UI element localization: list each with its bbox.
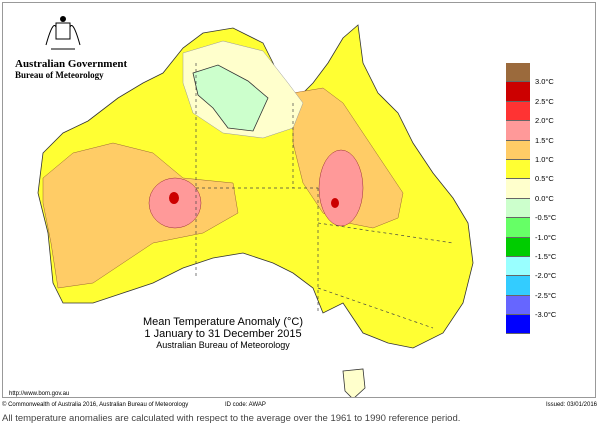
state-borders	[195, 63, 454, 329]
legend-label: -2.5°C	[535, 290, 557, 300]
reference-note: All temperature anomalies are calculated…	[2, 413, 461, 424]
legend-label: 2.5°C	[535, 96, 554, 106]
legend-label: -1.0°C	[535, 232, 557, 242]
legend-label: 1.0°C	[535, 155, 554, 164]
legend-swatch	[506, 63, 530, 83]
legend-swatch	[506, 315, 530, 335]
anomaly-region-qld-red	[331, 198, 339, 208]
map-period: 1 January to 31 December 2015	[144, 328, 302, 340]
legend-label: 2.0°C	[535, 116, 554, 126]
legend-swatch	[506, 295, 530, 316]
issued-date: Issued: 03/01/2016	[545, 402, 597, 408]
legend-label: 0.5°C	[535, 174, 554, 184]
legend-label: -2.0°C	[535, 271, 557, 281]
legend-label: -1.5°C	[535, 252, 557, 261]
bureau-name: Bureau of Meteorology	[15, 70, 104, 80]
legend-swatch	[506, 198, 530, 219]
map-source: Australian Bureau of Meteorology	[156, 340, 290, 350]
color-legend	[506, 63, 530, 335]
legend-label: 0.0°C	[535, 193, 554, 203]
legend-label: 3.0°C	[535, 77, 554, 87]
legend-swatch	[506, 237, 530, 257]
legend-label: -0.5°C	[535, 213, 557, 223]
coat-of-arms-logo	[45, 16, 81, 50]
copyright-text: © Commonwealth of Australia 2016, Austra…	[2, 402, 189, 408]
org-name: Australian Government	[15, 58, 128, 70]
government-logo-text: Australian Government Bureau of Meteorolo…	[15, 58, 127, 80]
legend-swatch	[506, 82, 530, 102]
legend-swatch	[506, 101, 530, 122]
anomaly-region-qld-pink	[318, 149, 364, 227]
anomaly-region-wa-orange	[42, 142, 239, 289]
australia-land	[37, 24, 474, 349]
map-frame: Australian Government Bureau of Meteorolo…	[2, 2, 596, 398]
bom-url-link[interactable]: http://www.bom.gov.au	[9, 391, 70, 397]
anomaly-region-wa-red	[169, 192, 179, 204]
anomaly-region-north-green	[192, 64, 269, 132]
legend-swatch	[506, 159, 530, 180]
map-title: Mean Temperature Anomaly (°C)	[142, 316, 304, 328]
legend-swatch	[506, 179, 530, 199]
legend-swatch	[506, 218, 530, 238]
legend-swatch	[506, 256, 530, 277]
legend-swatch	[506, 276, 530, 296]
tasmania	[342, 368, 366, 397]
legend-label: -3.0°C	[535, 310, 557, 320]
legend-swatch	[506, 140, 530, 160]
australia-map	[37, 24, 474, 397]
map-title-block: Mean Temperature Anomaly (°C) 1 January …	[113, 316, 333, 350]
legend-swatch	[506, 121, 530, 141]
legend-label: 1.5°C	[535, 135, 554, 145]
id-code: ID code: AWAP	[225, 402, 266, 408]
